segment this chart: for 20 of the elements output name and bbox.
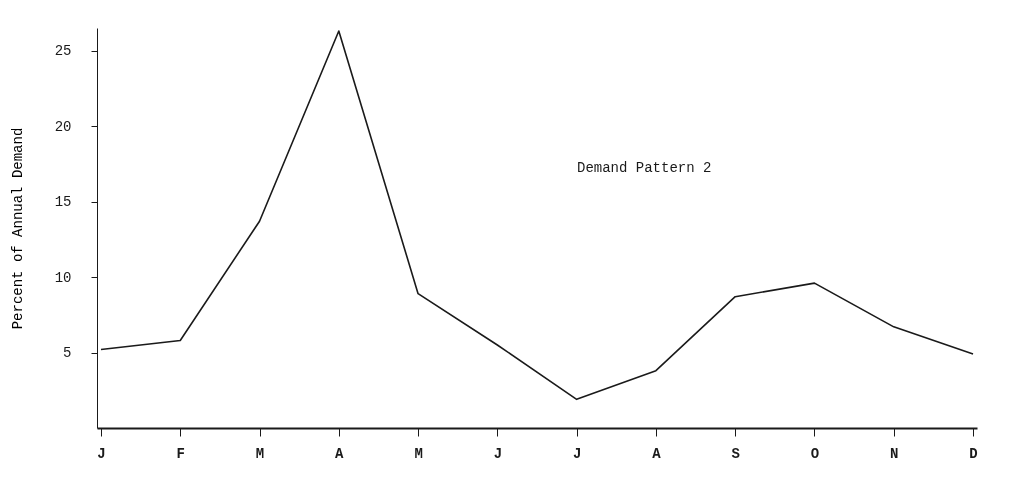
x-tick-label: J bbox=[572, 445, 582, 462]
x-tick-label: J bbox=[493, 445, 503, 462]
x-tick-label: O bbox=[810, 445, 820, 462]
x-tick-label: D bbox=[969, 445, 978, 462]
line-series bbox=[100, 30, 974, 401]
y-axis-title: Percent of Annual Demand bbox=[9, 127, 26, 330]
y-tick-label: 10 bbox=[54, 269, 72, 286]
x-tick-label: A bbox=[652, 445, 662, 462]
x-tick-label: M bbox=[414, 445, 423, 462]
x-tick-label: N bbox=[890, 445, 899, 462]
y-tick-label: 20 bbox=[54, 118, 72, 135]
y-tick-label: 25 bbox=[54, 43, 72, 60]
y-tick-label: 5 bbox=[63, 345, 72, 362]
x-tick-label: F bbox=[176, 445, 185, 462]
x-tick-label: A bbox=[335, 445, 345, 462]
x-tick-label: M bbox=[255, 445, 265, 462]
annotation: Demand Pattern 2 bbox=[577, 160, 712, 176]
x-tick-label: S bbox=[731, 445, 740, 462]
x-tick-label: J bbox=[97, 445, 106, 462]
y-tick-label: 15 bbox=[54, 194, 72, 211]
